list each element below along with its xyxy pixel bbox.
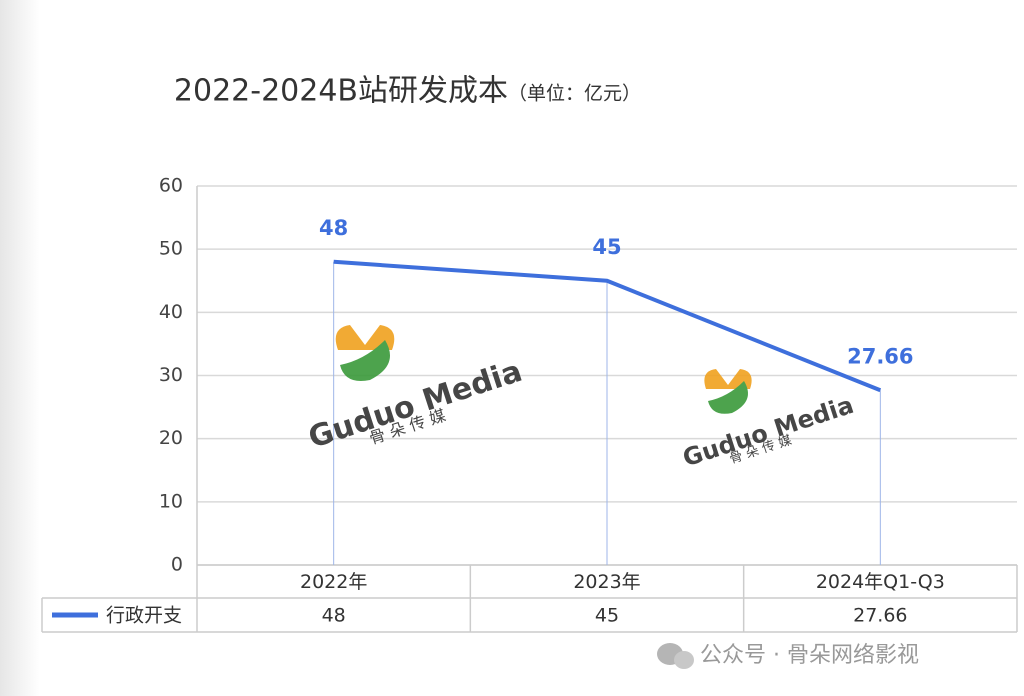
x-tick-label: 2022年 (300, 571, 367, 593)
watermark-brand: Guduo Media (679, 391, 857, 473)
legend-label: 行政开支 (106, 605, 182, 627)
table-value: 45 (595, 605, 619, 627)
y-tick-label: 30 (159, 364, 183, 386)
y-tick-label: 60 (159, 175, 183, 197)
data-label: 48 (319, 216, 348, 240)
y-tick-label: 50 (159, 238, 183, 260)
footer-text: 公众号 · 骨朵网络影视 (700, 643, 919, 668)
x-tick-label: 2024年Q1-Q3 (816, 571, 945, 593)
chart-title: 2022-2024B站研发成本 (174, 74, 508, 109)
watermark-brand: Guduo Media (304, 354, 526, 456)
y-tick-label: 10 (159, 490, 183, 512)
x-tick-label: 2023年 (573, 571, 640, 593)
page-edge (0, 0, 40, 696)
y-tick-label: 20 (159, 427, 183, 449)
data-label: 27.66 (847, 344, 913, 368)
table-value: 27.66 (853, 605, 907, 627)
data-label: 45 (592, 235, 621, 259)
y-tick-label: 0 (171, 554, 183, 576)
table-value: 48 (322, 605, 346, 627)
chart-subtitle: （单位：亿元） (508, 83, 641, 105)
y-tick-label: 40 (159, 301, 183, 323)
series-line (333, 259, 882, 393)
footer: 公众号 · 骨朵网络影视 (657, 643, 919, 669)
